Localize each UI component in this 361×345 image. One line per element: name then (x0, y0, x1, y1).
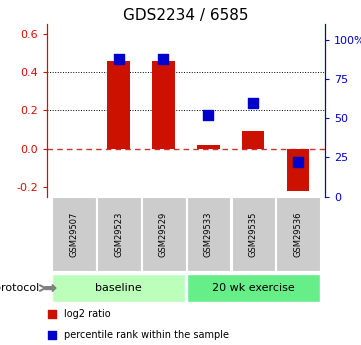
Text: GSM29523: GSM29523 (114, 212, 123, 257)
Point (161, 56, 166, 61)
Bar (52, 274, 185, 302)
Text: GSM29507: GSM29507 (69, 212, 78, 257)
Text: GSM29533: GSM29533 (204, 212, 213, 257)
Bar (108, 61, 130, 149)
Bar (242, 131, 264, 149)
Bar (52, 197, 97, 272)
Bar (232, 197, 276, 272)
Bar (197, 145, 219, 149)
Text: GSM29536: GSM29536 (293, 212, 303, 257)
Text: percentile rank within the sample: percentile rank within the sample (64, 330, 229, 339)
Text: baseline: baseline (95, 283, 142, 293)
Point (49, 332, 55, 337)
Bar (97, 197, 142, 272)
Point (205, 112, 211, 118)
Point (49, 311, 55, 317)
Text: protocol: protocol (0, 283, 40, 293)
Bar (187, 274, 319, 302)
Bar (142, 197, 187, 272)
Point (116, 56, 122, 61)
Bar (152, 61, 175, 149)
Text: 20 wk exercise: 20 wk exercise (212, 283, 295, 293)
Point (250, 100, 256, 105)
Bar (187, 197, 231, 272)
Text: log2 ratio: log2 ratio (64, 309, 110, 319)
Title: GDS2234 / 6585: GDS2234 / 6585 (123, 8, 249, 23)
Bar (287, 149, 309, 191)
Text: GSM29529: GSM29529 (159, 212, 168, 257)
Bar (277, 197, 321, 272)
Text: GSM29535: GSM29535 (249, 212, 258, 257)
Point (295, 159, 301, 165)
